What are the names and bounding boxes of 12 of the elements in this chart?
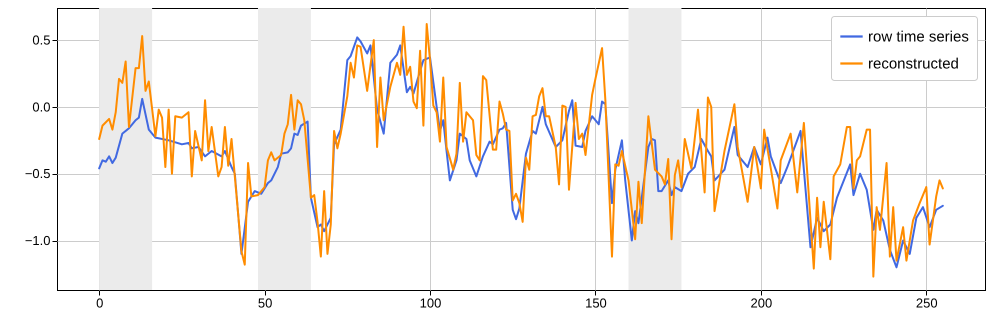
y-tick-label: −1.0 <box>24 233 50 248</box>
x-tick-label: 250 <box>916 296 938 310</box>
y-tick-label: 0.5 <box>32 32 50 48</box>
x-tick-label: 50 <box>258 296 272 310</box>
y-tick-label: 0.0 <box>32 99 50 114</box>
y-tick-label: −0.5 <box>24 166 50 182</box>
x-tick-label: 0 <box>96 296 104 310</box>
legend-label: row time series <box>868 28 969 46</box>
x-tick-label: 100 <box>420 296 442 310</box>
x-tick-label: 200 <box>750 296 772 310</box>
x-tick-label: 150 <box>585 296 607 310</box>
legend-label: reconstructed <box>868 56 959 72</box>
